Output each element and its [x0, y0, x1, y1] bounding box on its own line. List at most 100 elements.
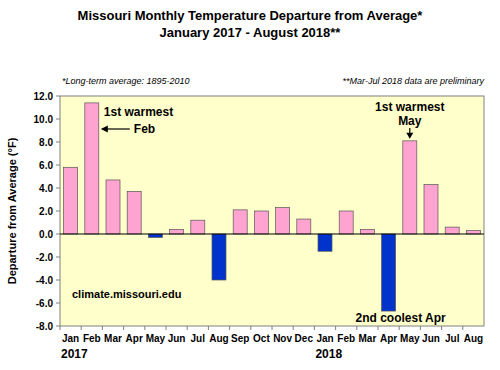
tick-label: 12.0 — [34, 91, 54, 102]
tick-mark — [356, 326, 357, 330]
bar — [318, 234, 332, 251]
bar — [445, 227, 459, 234]
title: Missouri Monthly Temperature Departure f… — [78, 8, 424, 23]
tick-label: Aug — [464, 333, 483, 344]
tick-mark — [250, 326, 251, 330]
bar — [424, 185, 438, 234]
tick-label: Feb — [337, 333, 355, 344]
bar — [191, 220, 205, 234]
bar — [212, 234, 226, 280]
tick-label: Nov — [273, 333, 292, 344]
bar — [382, 234, 396, 311]
tick-label: Oct — [253, 333, 270, 344]
bar — [403, 141, 417, 234]
bar — [339, 211, 353, 234]
annotation: 2nd coolest Apr — [355, 311, 446, 325]
tick-label: May — [400, 333, 420, 344]
tick-label: Jun — [422, 333, 440, 344]
bar — [276, 208, 290, 234]
tick-label: 2.0 — [39, 206, 53, 217]
arrowhead — [101, 126, 108, 133]
annotation: 1st warmest — [375, 100, 444, 114]
tick-mark — [56, 142, 60, 143]
tick-mark — [293, 326, 294, 330]
bar — [254, 211, 268, 234]
tick-label: Apr — [126, 333, 143, 344]
subtitle: January 2017 - August 2018** — [160, 25, 342, 40]
tick-label: Jan — [316, 333, 333, 344]
tick-label: -8.0 — [36, 321, 54, 332]
tick-label: Mar — [104, 333, 122, 344]
year-label: 2017 — [61, 347, 88, 361]
tick-mark — [56, 188, 60, 189]
tick-label: Aug — [209, 333, 228, 344]
tick-mark — [56, 303, 60, 304]
tick-label: Apr — [380, 333, 397, 344]
tick-mark — [420, 326, 421, 330]
note: *Long-term average: 1895-2010 — [62, 76, 190, 86]
bar — [233, 210, 247, 234]
tick-mark — [102, 326, 103, 330]
tick-label: 10.0 — [34, 114, 54, 125]
tick-mark — [56, 96, 60, 97]
axis-label: Departure from Average (°F) — [6, 137, 18, 284]
tick-mark — [314, 326, 315, 330]
annotation: Feb — [134, 122, 155, 136]
bar — [127, 191, 141, 234]
tick-label: Mar — [359, 333, 377, 344]
tick-mark — [56, 280, 60, 281]
tick-mark — [56, 326, 60, 327]
tick-label: 6.0 — [39, 160, 53, 171]
tick-label: 4.0 — [39, 183, 53, 194]
bars — [64, 103, 481, 311]
tick-mark — [166, 326, 167, 330]
chart: Missouri Monthly Temperature Departure f… — [0, 0, 500, 370]
tick-label: -6.0 — [36, 298, 54, 309]
tick-mark — [60, 326, 61, 330]
tick-mark — [56, 165, 60, 166]
tick-mark — [81, 326, 82, 330]
tick-mark — [399, 326, 400, 330]
tick-mark — [229, 326, 230, 330]
tick-mark — [462, 326, 463, 330]
bar — [85, 103, 99, 234]
tick-label: May — [146, 333, 166, 344]
plot-area — [60, 96, 484, 326]
tick-label: 0.0 — [39, 229, 53, 240]
tick-mark — [144, 326, 145, 330]
bar — [360, 229, 374, 234]
tick-label: Jan — [62, 333, 79, 344]
bar — [170, 229, 184, 234]
tick-mark — [56, 211, 60, 212]
bar — [106, 180, 120, 234]
year-label: 2018 — [315, 347, 342, 361]
tick-label: Dec — [295, 333, 314, 344]
tick-mark — [56, 119, 60, 120]
tick-mark — [208, 326, 209, 330]
arrowhead — [406, 133, 413, 139]
tick-mark — [378, 326, 379, 330]
tick-mark — [335, 326, 336, 330]
bar — [64, 167, 78, 234]
tick-mark — [56, 234, 60, 235]
bar — [297, 219, 311, 234]
source: climate.missouri.edu — [72, 288, 181, 300]
tick-label: Jul — [191, 333, 206, 344]
tick-label: Jul — [445, 333, 460, 344]
note: **Mar-Jul 2018 data are preliminary — [343, 76, 485, 86]
baseline — [60, 234, 484, 235]
tick-label: -4.0 — [36, 275, 54, 286]
tick-label: 8.0 — [39, 137, 53, 148]
tick-mark — [272, 326, 273, 330]
tick-mark — [441, 326, 442, 330]
tick-mark — [187, 326, 188, 330]
tick-mark — [123, 326, 124, 330]
tick-label: Feb — [83, 333, 101, 344]
tick-label: -2.0 — [36, 252, 54, 263]
bar — [148, 234, 162, 237]
annotation: 1st warmest — [104, 105, 173, 119]
bar — [466, 231, 480, 234]
annotation: May — [398, 114, 422, 128]
tick-label: Sep — [231, 333, 249, 344]
tick-mark — [56, 257, 60, 258]
